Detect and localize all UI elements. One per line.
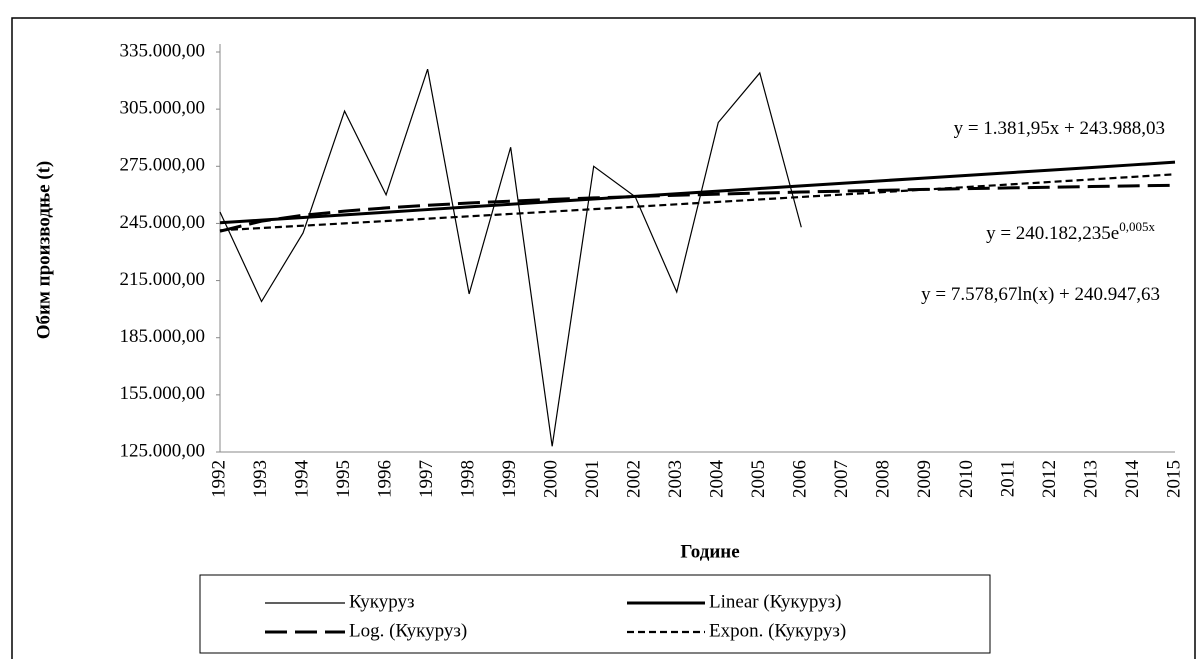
x-tick-label: 2013 [1080,460,1101,498]
x-tick-label: 2003 [665,460,686,498]
y-tick-label: 305.000,00 [120,98,206,119]
x-tick-label: 2012 [1039,460,1060,498]
chart-border [11,17,1196,659]
x-tick-label: 2011 [997,460,1018,497]
x-tick-label: 2000 [541,460,562,498]
trend-equation: y = 7.578,67ln(x) + 240.947,63 [921,284,1160,305]
x-tick-label: 1999 [499,460,520,498]
x-tick-label: 2001 [582,460,603,498]
legend-label: Expon. (Кукуруз) [709,620,846,641]
x-tick-label: 2010 [956,460,977,498]
x-tick-label: 2014 [1122,460,1143,499]
x-tick-label: 2004 [707,460,728,499]
y-tick-label: 155.000,00 [120,383,206,404]
y-tick-label: 245.000,00 [120,212,206,233]
x-tick-label: 2002 [624,460,645,498]
trend-equation: y = 240.182,235e0,005x [986,219,1155,244]
legend-box [199,574,991,654]
series-line [219,160,1176,225]
legend-label: Linear (Кукуруз) [709,591,841,612]
trend-equation: y = 1.381,95x + 243.988,03 [954,118,1165,139]
series-line [219,68,802,447]
x-tick-label: 1998 [457,460,478,498]
x-tick-label: 1994 [291,460,312,499]
y-axis-label: Обим производње (t) [33,161,54,340]
series-line [219,173,1176,232]
series-line [219,183,1176,233]
equation-exponent: 0,005x [1119,219,1155,234]
equation-text: y = 240.182,235e [986,223,1119,244]
x-tick-label: 2006 [790,460,811,498]
legend-label: Log. (Кукуруз) [349,620,467,641]
y-tick-label: 185.000,00 [120,326,206,347]
y-tick-label: 275.000,00 [120,155,206,176]
x-tick-label: 2015 [1163,460,1184,498]
y-tick-label: 215.000,00 [120,269,206,290]
x-tick-label: 1993 [250,460,271,498]
y-tick-label: 335.000,00 [120,40,206,61]
x-tick-label: 1997 [416,460,437,498]
x-tick-label: 2008 [873,460,894,498]
x-tick-label: 1996 [374,460,395,498]
x-tick-label: 2007 [831,460,852,498]
equation-text: y = 7.578,67ln(x) + 240.947,63 [921,284,1160,305]
y-tick-label: 125.000,00 [120,440,206,461]
x-axis-label: Године [680,541,739,562]
x-tick-label: 1992 [208,460,229,498]
x-tick-label: 2005 [748,460,769,498]
equation-text: y = 1.381,95x + 243.988,03 [954,118,1165,139]
legend-label: Кукуруз [349,591,414,612]
x-tick-label: 1995 [333,460,354,498]
x-tick-label: 2009 [914,460,935,498]
